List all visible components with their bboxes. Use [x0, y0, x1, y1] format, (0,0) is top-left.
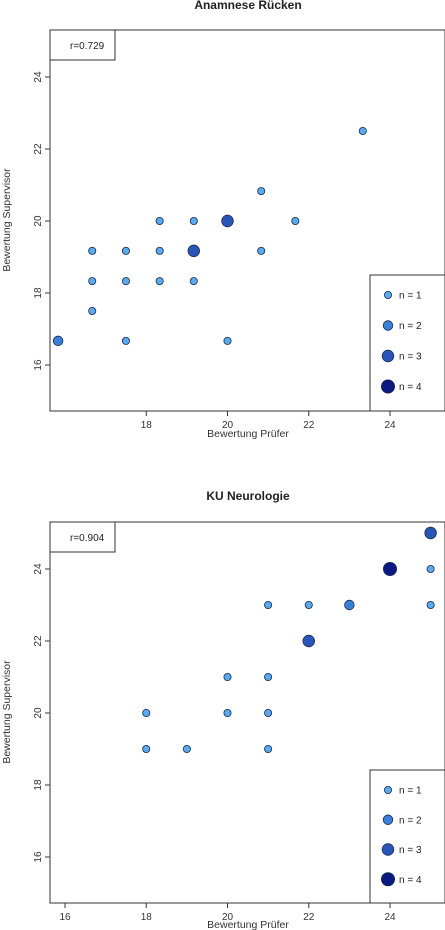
- data-point: [182, 745, 191, 754]
- y-tick-label: 18: [33, 779, 44, 791]
- legend-marker: [381, 349, 395, 363]
- r-annotation-box: [49, 29, 116, 61]
- data-points: [142, 526, 437, 754]
- data-point: [264, 673, 273, 682]
- data-point: [187, 244, 200, 258]
- data-point: [426, 601, 435, 610]
- data-point: [264, 709, 273, 718]
- x-tick-label: 18: [141, 420, 153, 431]
- data-point: [304, 601, 313, 610]
- data-point: [155, 277, 164, 286]
- r-annotation: r=0.904: [49, 521, 116, 553]
- x-tick-label: 20: [222, 420, 234, 431]
- x-tick-label: 22: [303, 420, 315, 431]
- legend-marker: [382, 814, 394, 825]
- x-axis-label: Bewertung Prüfer: [207, 919, 289, 930]
- legend-label: n = 4: [399, 382, 422, 393]
- data-point: [88, 277, 97, 286]
- legend-marker: [383, 290, 392, 299]
- x-tick-label: 20: [222, 912, 234, 923]
- data-point: [189, 216, 198, 225]
- data-point: [88, 306, 97, 315]
- y-tick-label: 24: [33, 71, 44, 83]
- data-point: [223, 709, 232, 718]
- legend-marker: [380, 872, 395, 887]
- legend: n = 1 n = 2 n = 3 n = 4: [369, 769, 445, 904]
- y-tick-label: 18: [33, 287, 44, 299]
- y-tick-label: 20: [33, 707, 44, 719]
- legend-label: n = 3: [399, 845, 422, 856]
- data-point: [424, 526, 437, 540]
- y-axis-label: Bewertung Supervisor: [1, 660, 13, 764]
- x-axis: 16 18 20 22 24: [59, 903, 396, 923]
- data-point: [88, 246, 97, 255]
- y-tick-label: 22: [33, 635, 44, 647]
- data-point: [344, 599, 355, 611]
- y-axis: 16 18 20 22 24: [33, 71, 50, 371]
- chart-anamnese-ruecken: Anamnese Rücken 18 20 22 24 16 18 20 22 24 Bewe…: [1, 0, 445, 440]
- y-tick-label: 24: [33, 563, 44, 575]
- data-point: [426, 565, 435, 574]
- data-point: [291, 216, 300, 225]
- data-point: [257, 187, 266, 196]
- data-point: [189, 277, 198, 286]
- x-tick-label: 16: [59, 912, 71, 923]
- r-annotation: r=0.729: [49, 29, 116, 61]
- data-point: [302, 634, 315, 648]
- x-tick-label: 24: [384, 912, 396, 923]
- legend-label: n = 2: [399, 321, 422, 332]
- legend-marker: [383, 786, 392, 795]
- data-point: [142, 709, 151, 718]
- x-tick-label: 22: [303, 912, 315, 923]
- data-point: [155, 216, 164, 225]
- r-annotation-text: r=0.904: [70, 533, 105, 544]
- data-point: [257, 246, 266, 255]
- legend-label: n = 1: [399, 786, 422, 797]
- data-point: [52, 335, 64, 347]
- x-tick-label: 18: [141, 912, 153, 923]
- chart-title: Anamnese Rücken: [194, 0, 301, 12]
- data-point: [223, 673, 232, 682]
- x-axis: 18 20 22 24: [141, 411, 396, 431]
- data-point: [223, 336, 232, 345]
- legend-label: n = 3: [399, 352, 422, 363]
- y-tick-label: 22: [33, 143, 44, 155]
- x-tick-label: 24: [384, 420, 396, 431]
- data-point: [264, 601, 273, 610]
- data-point: [264, 745, 273, 754]
- data-point: [221, 214, 234, 228]
- y-tick-label: 16: [33, 851, 44, 863]
- data-point: [382, 562, 397, 577]
- legend-marker: [382, 320, 394, 331]
- data-point: [155, 246, 164, 255]
- y-tick-label: 16: [33, 359, 44, 371]
- y-tick-label: 20: [33, 215, 44, 227]
- legend-label: n = 1: [399, 291, 422, 302]
- legend-marker: [380, 379, 395, 394]
- data-point: [121, 246, 130, 255]
- legend-label: n = 4: [399, 875, 422, 886]
- data-point: [358, 127, 367, 136]
- chart-title: KU Neurologie: [206, 489, 290, 503]
- legend-label: n = 2: [399, 815, 422, 826]
- data-point: [142, 745, 151, 754]
- chart-ku-neurologie: KU Neurologie 16 18 20 22 24 16 18 20 22 24 Bewe…: [1, 489, 445, 930]
- x-axis-label: Bewertung Prüfer: [207, 428, 289, 440]
- r-annotation-text: r=0.729: [70, 41, 105, 52]
- data-points: [52, 127, 367, 347]
- r-annotation-box: [49, 521, 116, 553]
- legend: n = 1 n = 2 n = 3 n = 4: [369, 274, 445, 412]
- legend-marker: [381, 843, 395, 856]
- data-point: [121, 336, 130, 345]
- y-axis-label: Bewertung Supervisor: [1, 168, 13, 272]
- y-axis: 16 18 20 22 24: [33, 563, 50, 863]
- data-point: [121, 277, 130, 286]
